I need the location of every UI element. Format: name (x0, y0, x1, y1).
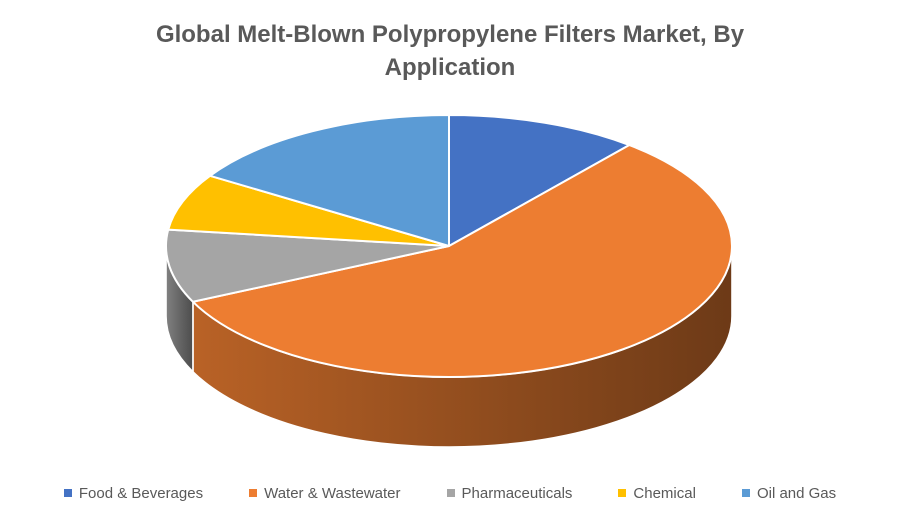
legend-label: Food & Beverages (78, 484, 204, 502)
legend-item-oil-and-gas: Oil and Gas (741, 484, 837, 502)
pie-slice-food-beverages (448, 114, 631, 247)
legend-item-pharmaceuticals: Pharmaceuticals (446, 484, 573, 502)
legend-color-swatch (741, 489, 750, 497)
chart-legend: Food & Beverages Water & Wastewater Phar… (0, 481, 900, 505)
pie-slice-oil-and-gas (209, 114, 450, 247)
pie-slice-water-wastewater (191, 144, 733, 378)
chart-title-line1: Global Melt-Blown Polypropylene Filters … (155, 21, 745, 48)
pie-slice-chemical (167, 174, 450, 247)
legend-color-swatch (446, 489, 455, 497)
legend-item-food-beverages: Food & Beverages (63, 484, 204, 502)
legend-color-swatch (63, 489, 72, 497)
pie-top-faces (165, 114, 733, 378)
chart-title-line2: Application (384, 54, 516, 81)
legend-color-swatch (618, 489, 627, 497)
legend-item-water-wastewater: Water & Wastewater (249, 484, 401, 502)
chart-title: Global Melt-Blown Polypropylene Filters … (0, 18, 900, 84)
legend-item-chemical: Chemical (618, 485, 696, 502)
pie-slice-pharmaceuticals (165, 228, 450, 303)
legend-label: Pharmaceuticals (461, 484, 573, 502)
legend-label: Chemical (633, 484, 696, 502)
legend-label: Oil and Gas (756, 484, 837, 502)
legend-label: Water & Wastewater (264, 484, 401, 502)
legend-color-swatch (249, 489, 258, 497)
